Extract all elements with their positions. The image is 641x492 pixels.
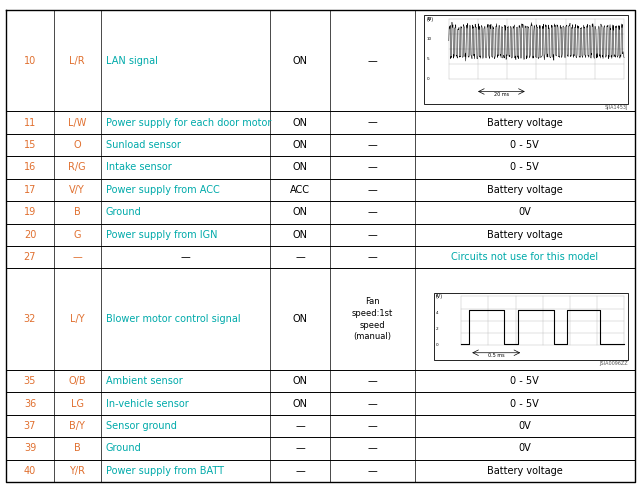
- Bar: [434, 293, 628, 360]
- Text: —: —: [367, 162, 377, 173]
- Text: —: —: [367, 230, 377, 240]
- Text: —: —: [367, 118, 377, 127]
- Text: 0 - 5V: 0 - 5V: [510, 162, 539, 173]
- Text: 37: 37: [24, 421, 36, 431]
- Text: B: B: [74, 443, 81, 454]
- Text: 20: 20: [24, 230, 36, 240]
- Text: 6: 6: [436, 294, 438, 298]
- Text: Power supply from BATT: Power supply from BATT: [106, 466, 224, 476]
- Text: Ground: Ground: [106, 443, 142, 454]
- Text: —: —: [296, 443, 305, 454]
- Text: JSIA0096ZZ: JSIA0096ZZ: [599, 362, 628, 367]
- Text: Battery voltage: Battery voltage: [487, 466, 563, 476]
- Text: Circuits not use for this model: Circuits not use for this model: [451, 252, 598, 262]
- Text: 40: 40: [24, 466, 36, 476]
- Text: (V): (V): [426, 17, 433, 22]
- Text: —: —: [367, 140, 377, 150]
- Text: 0 - 5V: 0 - 5V: [510, 140, 539, 150]
- Text: —: —: [296, 252, 305, 262]
- Text: O/B: O/B: [69, 376, 86, 386]
- Text: 0V: 0V: [519, 421, 531, 431]
- Text: Blower motor control signal: Blower motor control signal: [106, 314, 240, 324]
- Text: V/Y: V/Y: [69, 185, 85, 195]
- Text: Sensor ground: Sensor ground: [106, 421, 177, 431]
- Text: L/W: L/W: [68, 118, 87, 127]
- Text: 0 - 5V: 0 - 5V: [510, 399, 539, 409]
- Text: Battery voltage: Battery voltage: [487, 118, 563, 127]
- Text: Power supply from IGN: Power supply from IGN: [106, 230, 217, 240]
- Text: 0: 0: [436, 343, 438, 347]
- Text: 4: 4: [436, 310, 438, 314]
- Text: Power supply for each door motor: Power supply for each door motor: [106, 118, 271, 127]
- Text: ON: ON: [292, 207, 308, 217]
- Text: 15: 15: [426, 17, 431, 21]
- Text: Intake sensor: Intake sensor: [106, 162, 172, 173]
- Text: 32: 32: [24, 314, 36, 324]
- Text: 15: 15: [24, 140, 36, 150]
- Text: Power supply from ACC: Power supply from ACC: [106, 185, 219, 195]
- Text: ON: ON: [292, 140, 308, 150]
- Text: ON: ON: [292, 399, 308, 409]
- Text: LG: LG: [71, 399, 83, 409]
- Text: 36: 36: [24, 399, 36, 409]
- Text: —: —: [367, 421, 377, 431]
- Text: 35: 35: [24, 376, 36, 386]
- Text: In-vehicle sensor: In-vehicle sensor: [106, 399, 188, 409]
- Text: L/Y: L/Y: [70, 314, 85, 324]
- Text: 2: 2: [436, 327, 438, 331]
- Text: Battery voltage: Battery voltage: [487, 185, 563, 195]
- Text: ON: ON: [292, 376, 308, 386]
- Text: B/Y: B/Y: [69, 421, 85, 431]
- Text: ON: ON: [292, 314, 308, 324]
- Text: 0 - 5V: 0 - 5V: [510, 376, 539, 386]
- Text: 11: 11: [24, 118, 36, 127]
- Text: —: —: [72, 252, 82, 262]
- Text: 27: 27: [24, 252, 37, 262]
- Text: 0V: 0V: [519, 443, 531, 454]
- Text: Sunload sensor: Sunload sensor: [106, 140, 181, 150]
- Text: Ambient sensor: Ambient sensor: [106, 376, 183, 386]
- Text: ON: ON: [292, 56, 308, 65]
- Text: 5: 5: [426, 57, 429, 62]
- Text: —: —: [367, 207, 377, 217]
- Text: —: —: [367, 252, 377, 262]
- Text: 20 ms: 20 ms: [494, 92, 509, 97]
- Text: —: —: [367, 399, 377, 409]
- Text: R/G: R/G: [69, 162, 86, 173]
- Text: 0V: 0V: [519, 207, 531, 217]
- Text: 10: 10: [426, 37, 431, 41]
- Text: B: B: [74, 207, 81, 217]
- Text: —: —: [367, 443, 377, 454]
- Text: 39: 39: [24, 443, 36, 454]
- Text: —: —: [367, 376, 377, 386]
- Text: 16: 16: [24, 162, 36, 173]
- Text: LAN signal: LAN signal: [106, 56, 158, 65]
- Text: —: —: [296, 421, 305, 431]
- Text: L/R: L/R: [69, 56, 85, 65]
- Text: ACC: ACC: [290, 185, 310, 195]
- Text: 10: 10: [24, 56, 36, 65]
- Text: —: —: [367, 185, 377, 195]
- Text: ON: ON: [292, 162, 308, 173]
- Text: —: —: [181, 252, 190, 262]
- Text: SJIA1453J: SJIA1453J: [604, 105, 628, 110]
- Text: Fan
speed:1st
speed
(manual): Fan speed:1st speed (manual): [352, 297, 393, 341]
- Bar: [424, 15, 628, 104]
- Text: 19: 19: [24, 207, 36, 217]
- Text: Battery voltage: Battery voltage: [487, 230, 563, 240]
- Text: ON: ON: [292, 230, 308, 240]
- Text: 0.5 ms: 0.5 ms: [488, 353, 504, 358]
- Text: O: O: [73, 140, 81, 150]
- Text: —: —: [367, 466, 377, 476]
- Text: 0: 0: [426, 77, 429, 81]
- Text: G: G: [73, 230, 81, 240]
- Text: —: —: [296, 466, 305, 476]
- Text: Ground: Ground: [106, 207, 142, 217]
- Text: Y/R: Y/R: [69, 466, 85, 476]
- Text: 17: 17: [24, 185, 36, 195]
- Text: (V): (V): [436, 294, 443, 299]
- Text: ON: ON: [292, 118, 308, 127]
- Text: —: —: [367, 56, 377, 65]
